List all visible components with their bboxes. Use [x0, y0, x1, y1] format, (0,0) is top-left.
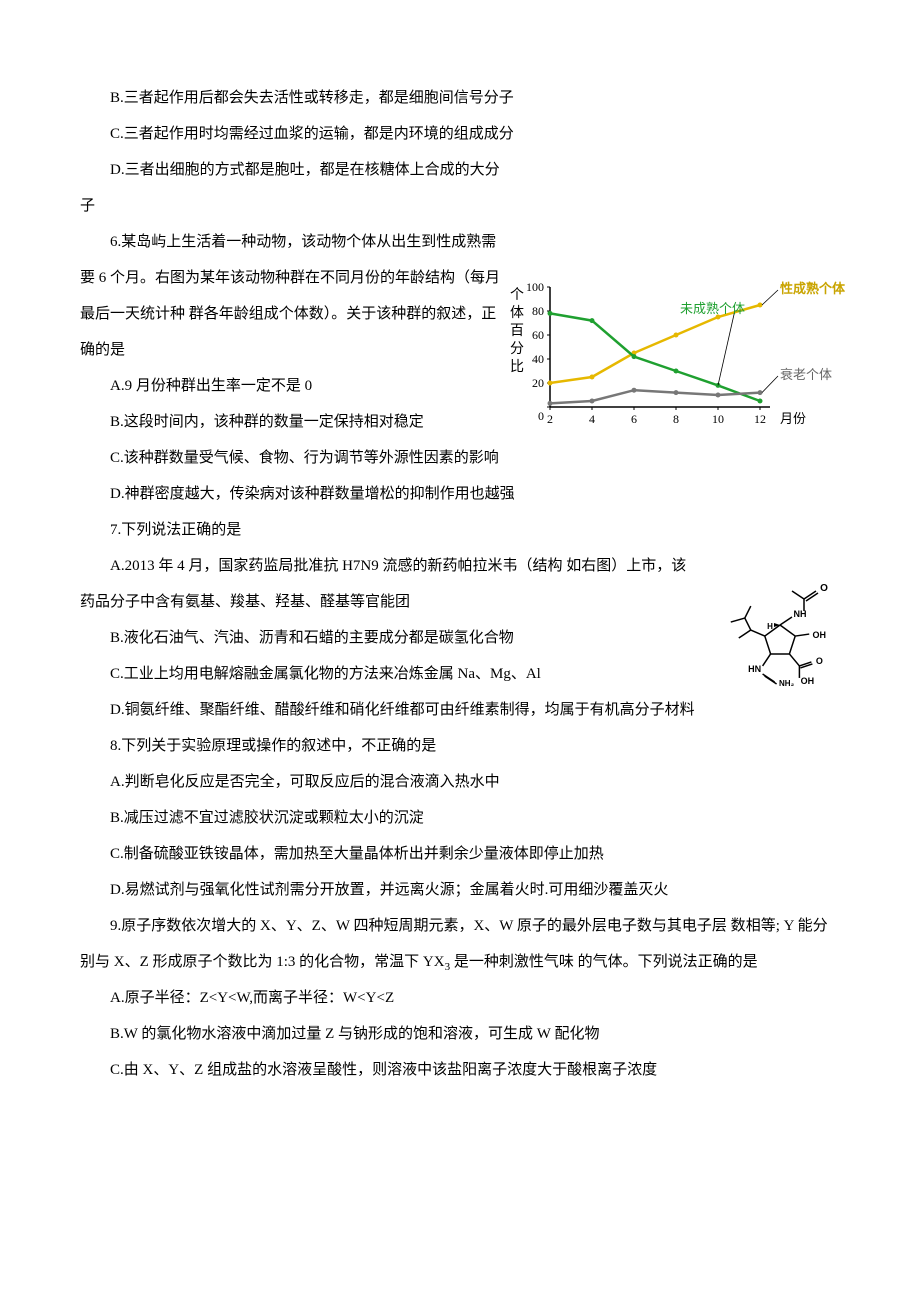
q9-option-c: C.由 X、Y、Z 组成盐的水溶液呈酸性，则溶液中该盐阳离子浓度大于酸根离子浓度	[80, 1052, 840, 1088]
q7-option-b: B.液化石油气、汽油、沥青和石蜡的主要成分都是碳氢化合物	[80, 620, 700, 656]
q9-stem: 9.原子序数依次增大的 X、Y、Z、W 四种短周期元素，X、W 原子的最外层电子…	[80, 908, 840, 980]
svg-text:分: 分	[510, 341, 524, 357]
q8-option-c: C.制备硫酸亚铁铵晶体，需加热至大量晶体析出并剩余少量液体即停止加热	[80, 836, 840, 872]
q8-option-b: B.减压过滤不宜过滤胶状沉淀或颗粒太小的沉淀	[80, 800, 840, 836]
q6-stem: 6.某岛屿上生活着一种动物，该动物个体从出生到性成熟需要 6 个月。右图为某年该…	[80, 224, 510, 368]
svg-text:OH: OH	[812, 630, 826, 640]
q9-option-a: A.原子半径：Z<Y<W,而离子半径：W<Y<Z	[80, 980, 840, 1016]
q8-stem: 8.下列关于实验原理或操作的叙述中，不正确的是	[80, 728, 840, 764]
svg-text:2: 2	[547, 412, 553, 426]
svg-text:H: H	[767, 622, 773, 631]
q9-stem-part2: 是一种刺激性气味 的气体。下列说法正确的是	[450, 954, 758, 970]
svg-text:百: 百	[510, 323, 524, 339]
svg-text:0: 0	[538, 409, 544, 423]
option-c-prev: C.三者起作用时均需经过血浆的运输，都是内环境的组成成分	[80, 116, 840, 152]
q9-option-b: B.W 的氯化物水溶液中滴加过量 Z 与钠形成的饱和溶液，可生成 W 配化物	[80, 1016, 840, 1052]
svg-text:80: 80	[532, 304, 544, 318]
svg-text:体: 体	[510, 305, 524, 321]
option-b-prev: B.三者起作用后都会失去活性或转移走，都是细胞间信号分子	[80, 80, 840, 116]
svg-text:40: 40	[532, 352, 544, 366]
page-content: B.三者起作用后都会失去活性或转移走，都是细胞间信号分子 C.三者起作用时均需经…	[80, 80, 840, 1088]
svg-text:性成熟个体: 性成熟个体	[780, 281, 846, 296]
svg-text:10: 10	[712, 412, 724, 426]
svg-text:个: 个	[510, 287, 524, 303]
svg-text:HN: HN	[748, 664, 761, 674]
svg-text:O: O	[820, 583, 828, 594]
svg-text:60: 60	[532, 328, 544, 342]
svg-text:未成熟个体: 未成熟个体	[680, 301, 745, 316]
svg-text:OH: OH	[801, 676, 815, 686]
svg-text:月份: 月份	[780, 411, 806, 426]
q6-option-d: D.神群密度越大，传染病对该种群数量增松的抑制作用也越强	[80, 476, 840, 512]
q7-option-c: C.工业上均用电解熔融金属氯化物的方法来冶炼金属 Na、Mg、Al	[80, 656, 700, 692]
svg-text:O: O	[816, 656, 823, 666]
svg-text:20: 20	[532, 376, 544, 390]
q7-stem: 7.下列说法正确的是	[80, 512, 840, 548]
svg-text:12: 12	[754, 412, 766, 426]
q7-option-a: A.2013 年 4 月，国家药监局批准抗 H7N9 流感的新药帕拉米韦（结构 …	[80, 548, 700, 620]
svg-text:8: 8	[673, 412, 679, 426]
q8-option-a: A.判断皂化反应是否完全，可取反应后的混合液滴入热水中	[80, 764, 840, 800]
svg-text:6: 6	[631, 412, 637, 426]
svg-text:比: 比	[510, 359, 524, 375]
option-d-prev: D.三者出细胞的方式都是胞吐，都是在核糖体上合成的大分子	[80, 152, 510, 224]
molecule-structure: NHOHOHOOHHNNH₂	[720, 563, 840, 703]
svg-text:衰老个体: 衰老个体	[780, 367, 832, 382]
svg-text:4: 4	[589, 412, 595, 426]
q8-option-d: D.易燃试剂与强氧化性试剂需分开放置，并远离火源；金属着火时.可用细沙覆盖灭火	[80, 872, 840, 908]
svg-text:NH₂: NH₂	[779, 679, 795, 688]
svg-text:100: 100	[526, 280, 544, 294]
age-structure-chart: 个体百分比 20 40 60 80 100 02 4 6 8 10 12 月份 未成熟个体 性成熟个体衰老个…	[500, 277, 850, 447]
